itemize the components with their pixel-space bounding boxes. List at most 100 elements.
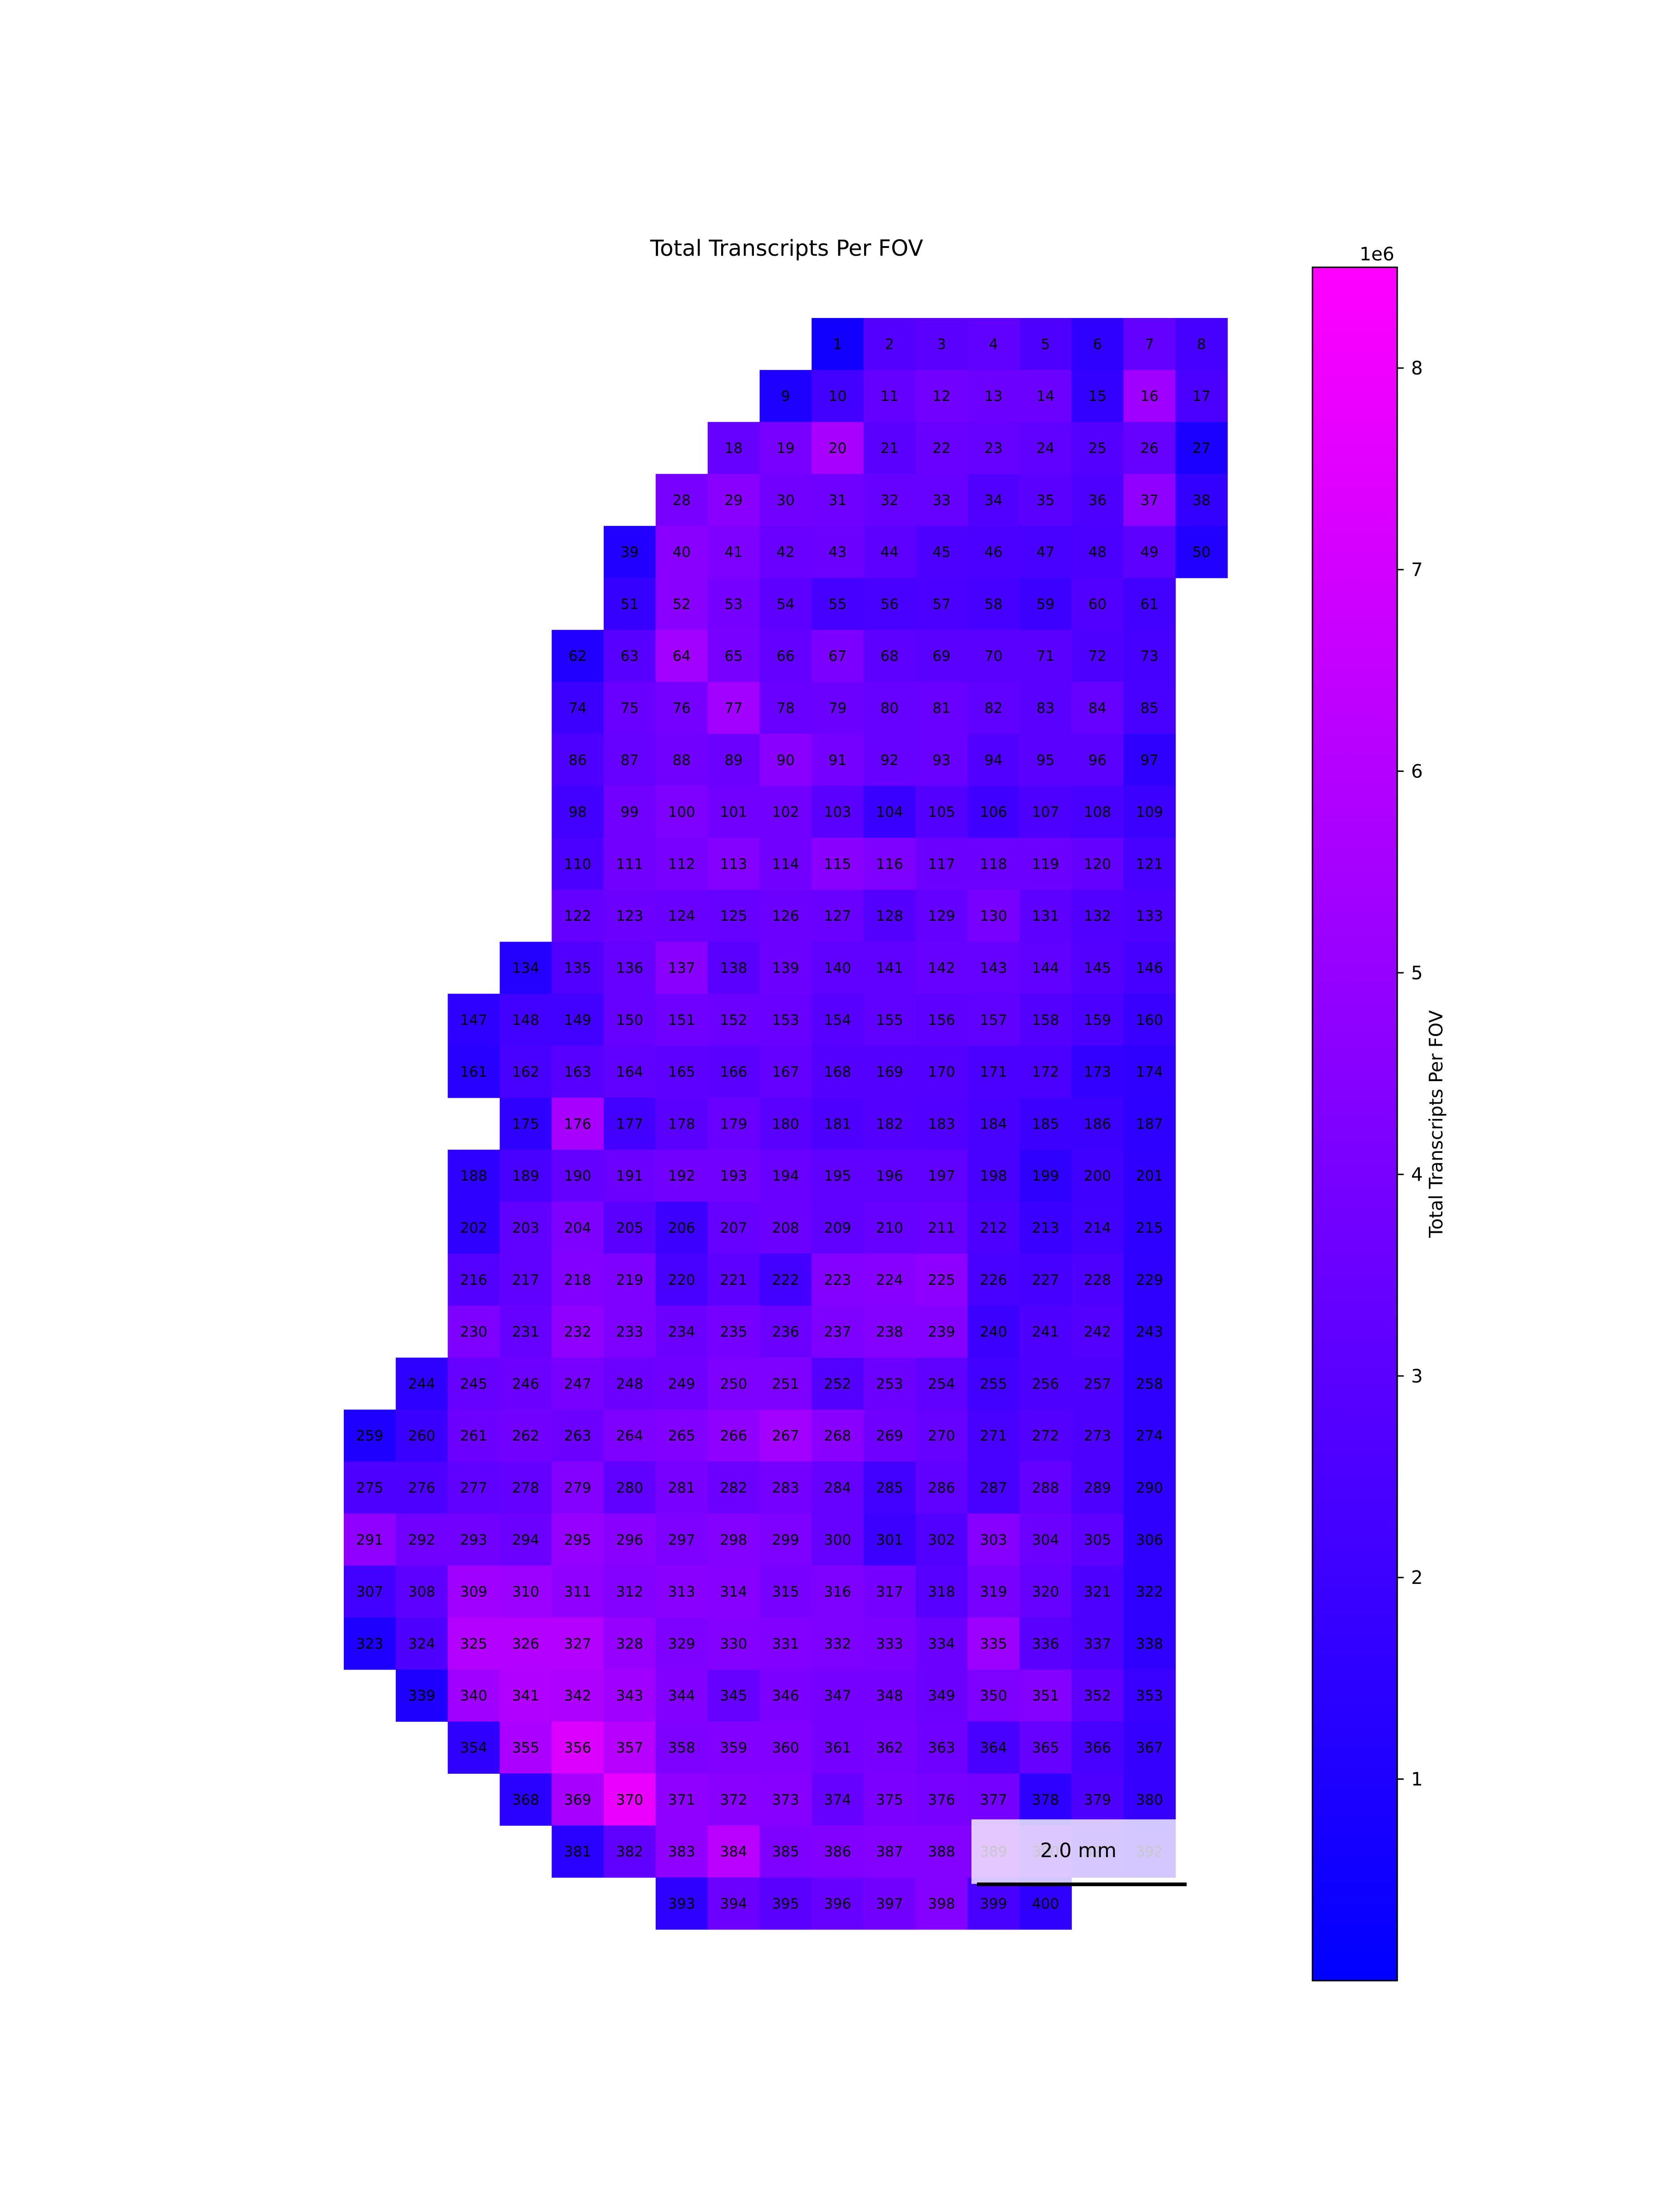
- fov-label: 235: [720, 1324, 747, 1341]
- fov-label: 274: [1136, 1428, 1163, 1444]
- fov-label: 386: [824, 1844, 851, 1860]
- fov-label: 137: [668, 960, 695, 977]
- fov-label: 187: [1136, 1116, 1163, 1132]
- fov-label: 30: [777, 492, 794, 509]
- fov-label: 363: [928, 1740, 955, 1756]
- fov-label: 202: [460, 1220, 487, 1236]
- fov-label: 161: [460, 1064, 487, 1081]
- fov-label: 123: [616, 908, 643, 924]
- fov-label: 163: [564, 1064, 591, 1081]
- fov-label: 90: [777, 752, 794, 769]
- fov-label: 394: [720, 1895, 747, 1912]
- fov-label: 20: [829, 440, 847, 457]
- fov-label: 100: [668, 804, 695, 821]
- fov-label: 144: [1032, 960, 1059, 977]
- fov-label: 68: [881, 648, 899, 665]
- fov-label: 257: [1084, 1376, 1111, 1392]
- fov-label: 218: [564, 1272, 591, 1288]
- fov-label: 49: [1141, 544, 1159, 561]
- colorbar-tick-label: 1: [1411, 1769, 1423, 1790]
- fov-label: 231: [512, 1324, 539, 1341]
- fov-label: 318: [928, 1584, 955, 1600]
- fov-label: 351: [1032, 1688, 1059, 1704]
- fov-label: 105: [928, 804, 955, 821]
- fov-label: 217: [512, 1272, 539, 1288]
- fov-label: 313: [668, 1584, 695, 1600]
- fov-label: 282: [720, 1480, 747, 1496]
- fov-label: 140: [824, 960, 851, 977]
- fov-label: 42: [777, 544, 794, 561]
- fov-label: 43: [829, 544, 847, 561]
- fov-label: 261: [460, 1428, 487, 1444]
- fov-label: 94: [984, 752, 1002, 769]
- fov-label: 37: [1141, 492, 1159, 509]
- fov-label: 370: [616, 1792, 643, 1808]
- fov-label: 311: [564, 1584, 591, 1600]
- fov-label: 216: [460, 1272, 487, 1288]
- fov-label: 324: [408, 1635, 435, 1652]
- colorbar-multiplier: 1e6: [1359, 244, 1394, 265]
- scale-bar: 2.0 mm: [971, 1819, 1187, 1886]
- fov-label: 120: [1084, 856, 1111, 872]
- fov-label: 291: [356, 1532, 383, 1548]
- fov-label: 337: [1084, 1635, 1111, 1652]
- fov-label: 196: [876, 1168, 903, 1184]
- fov-label: 166: [720, 1064, 747, 1081]
- fov-label: 234: [668, 1324, 695, 1341]
- fov-label: 29: [724, 492, 742, 509]
- fov-label: 306: [1136, 1532, 1163, 1548]
- fov-label: 325: [460, 1635, 487, 1652]
- fov-label: 169: [876, 1064, 903, 1081]
- fov-label: 62: [569, 648, 587, 665]
- fov-label: 226: [980, 1272, 1007, 1288]
- fov-label: 388: [928, 1844, 955, 1860]
- fov-label: 293: [460, 1532, 487, 1548]
- fov-label: 143: [980, 960, 1007, 977]
- colorbar-tick-label: 7: [1411, 559, 1423, 581]
- fov-label: 185: [1032, 1116, 1059, 1132]
- fov-label: 91: [829, 752, 847, 769]
- fov-label: 200: [1084, 1168, 1111, 1184]
- fov-label: 135: [564, 960, 591, 977]
- fov-label: 165: [668, 1064, 695, 1081]
- fov-label: 292: [408, 1532, 435, 1548]
- fov-label: 197: [928, 1168, 955, 1184]
- fov-label: 377: [980, 1792, 1007, 1808]
- fov-label: 207: [720, 1220, 747, 1236]
- fov-label: 164: [616, 1064, 643, 1081]
- fov-label: 188: [460, 1168, 487, 1184]
- fov-label: 345: [720, 1688, 747, 1704]
- fov-label: 276: [408, 1480, 435, 1496]
- fov-label: 236: [772, 1324, 799, 1341]
- fov-label: 273: [1084, 1428, 1111, 1444]
- colorbar-tick-label: 6: [1411, 761, 1423, 782]
- fov-label: 249: [668, 1376, 695, 1392]
- fov-label: 12: [932, 388, 950, 405]
- colorbar-gradient: [1312, 267, 1397, 1981]
- fov-label: 35: [1036, 492, 1054, 509]
- fov-label: 361: [824, 1740, 851, 1756]
- fov-label: 146: [1136, 960, 1163, 977]
- fov-label: 173: [1084, 1064, 1111, 1081]
- fov-label: 358: [668, 1740, 695, 1756]
- fov-label: 233: [616, 1324, 643, 1341]
- fov-label: 156: [928, 1012, 955, 1029]
- fov-label: 322: [1136, 1584, 1163, 1600]
- fov-label: 157: [980, 1012, 1007, 1029]
- fov-label: 33: [932, 492, 950, 509]
- fov-label: 75: [621, 700, 639, 717]
- fov-label: 136: [616, 960, 643, 977]
- fov-label: 329: [668, 1635, 695, 1652]
- fov-label: 31: [829, 492, 847, 509]
- fov-label: 348: [876, 1688, 903, 1704]
- fov-label: 168: [824, 1064, 851, 1081]
- fov-label: 278: [512, 1480, 539, 1496]
- fov-label: 34: [984, 492, 1002, 509]
- fov-label: 289: [1084, 1480, 1111, 1496]
- fov-label: 321: [1084, 1584, 1111, 1600]
- fov-label: 342: [564, 1688, 591, 1704]
- fov-label: 153: [772, 1012, 799, 1029]
- fov-label: 150: [616, 1012, 643, 1029]
- fov-label: 151: [668, 1012, 695, 1029]
